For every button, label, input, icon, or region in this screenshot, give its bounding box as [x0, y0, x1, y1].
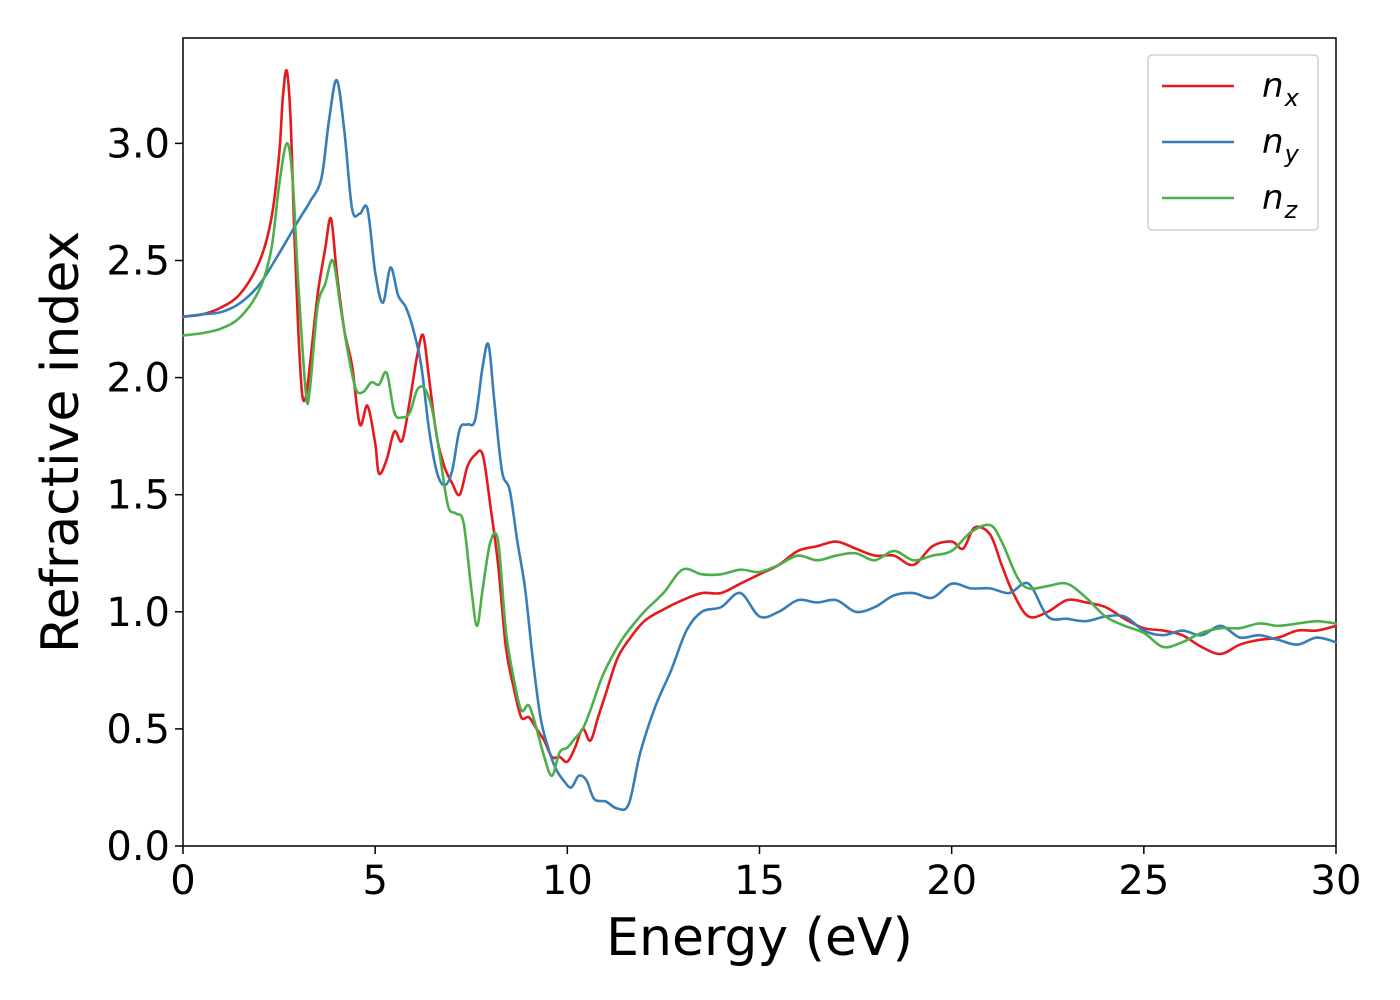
x-tick-label: 25	[1118, 858, 1169, 904]
y-tick-label: 0.5	[106, 707, 170, 753]
legend-label-main: n	[1262, 178, 1284, 218]
legend-label-subscript: z	[1284, 196, 1299, 224]
y-tick-label: 3.0	[106, 121, 170, 167]
plot-area: 0 5 10 15 20 25 30 0.0 0.5 1.0 1.5 2.0 2.5 3.0	[106, 37, 1361, 904]
x-tick-label: 15	[734, 858, 785, 904]
legend-label: nx	[1262, 66, 1300, 112]
x-tick-label: 30	[1311, 858, 1362, 904]
legend-label: nz	[1262, 178, 1299, 224]
x-tick-label: 20	[926, 858, 977, 904]
series-line-y	[181, 78, 1338, 812]
legend-label-main: n	[1262, 66, 1284, 106]
y-tick-label: 0.0	[106, 824, 170, 870]
x-axis-label: Energy (eV)	[606, 908, 913, 968]
legend-label-main: n	[1262, 122, 1284, 162]
tick-layer: 0 5 10 15 20 25 30 0.0 0.5 1.0 1.5 2.0 2.5 3.0	[106, 121, 1361, 904]
series-line-z	[181, 142, 1338, 778]
y-tick-label: 2.5	[106, 238, 170, 284]
legend-item-x: nx	[1162, 66, 1300, 112]
legend-label-subscript: x	[1284, 84, 1300, 112]
legend-label: ny	[1262, 122, 1300, 168]
x-tick-label: 0	[170, 858, 195, 904]
x-tick-label: 10	[542, 858, 593, 904]
y-tick-label: 2.0	[106, 356, 170, 402]
legend-item-z: nz	[1162, 178, 1299, 224]
y-tick-label: 1.5	[106, 473, 170, 519]
legend-label-subscript: y	[1284, 140, 1300, 168]
legend-item-y: ny	[1162, 122, 1300, 168]
y-axis-label: Refractive index	[31, 231, 91, 653]
y-tick-label: 1.0	[106, 590, 170, 636]
series-layer	[181, 68, 1338, 812]
x-tick-label: 5	[362, 858, 387, 904]
